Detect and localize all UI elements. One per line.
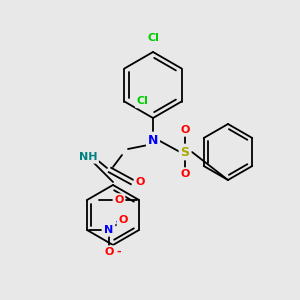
Text: -: - xyxy=(116,247,121,257)
Text: O: O xyxy=(104,247,114,257)
Text: N: N xyxy=(148,134,158,146)
Text: Cl: Cl xyxy=(147,33,159,43)
Text: +: + xyxy=(115,217,123,227)
Text: NH: NH xyxy=(79,152,97,162)
Text: N: N xyxy=(104,225,114,235)
Text: S: S xyxy=(181,146,190,158)
Text: O: O xyxy=(114,195,124,205)
Text: O: O xyxy=(180,169,190,179)
Text: O: O xyxy=(180,125,190,135)
Text: O: O xyxy=(135,177,145,187)
Text: Cl: Cl xyxy=(136,97,148,106)
Text: O: O xyxy=(118,215,128,225)
